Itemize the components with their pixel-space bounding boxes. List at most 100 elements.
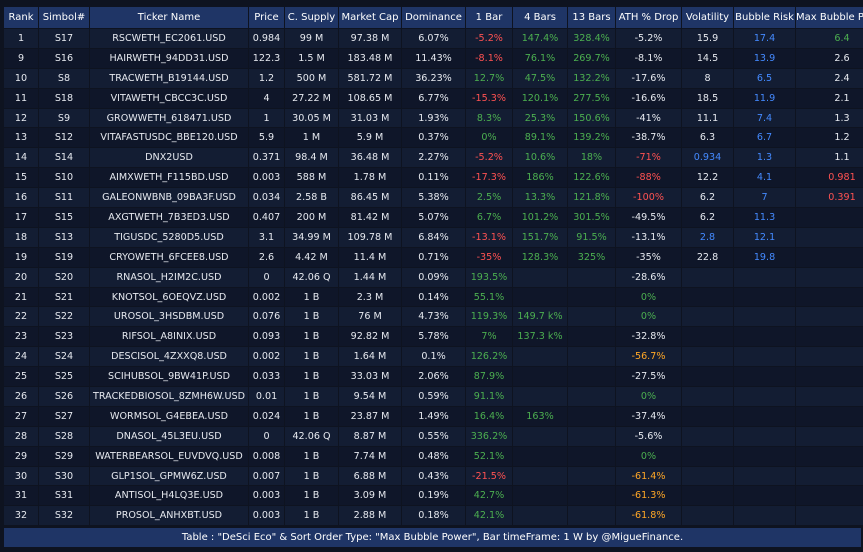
cell-volatility: 6.2 (682, 188, 733, 208)
table-row[interactable]: 11 S18 VITAWETH_CBCC3C.USD 4 27.22 M 108.65 M… (4, 88, 863, 108)
cell-supply: 30.05 M (285, 108, 338, 128)
cell-price: 0.984 (249, 29, 284, 48)
cell-symbol: S20 (39, 267, 89, 287)
cell-max-bubble-power: 2.1 (796, 88, 863, 108)
table-row[interactable]: 17 S15 AXGTWETH_7B3ED3.USD 0.407 200 M 81.42 … (4, 208, 863, 227)
cell-dominance: 0.14% (402, 287, 465, 307)
table-row[interactable]: 32 S32 PROSOL_ANHXBT.USD 0.003 1 B 2.88 M 0.18… (4, 506, 863, 526)
table-row[interactable]: 12 S9 GROWWETH_618471.USD 1 30.05 M 31.03 M 1.… (4, 108, 863, 128)
table-row[interactable]: 23 S23 RIFSOL_A8INIX.USD 0.093 1 B 92.82 M 5.7… (4, 327, 863, 347)
table-row[interactable]: 27 S27 WORMSOL_G4EBEA.USD 0.024 1 B 23.87 M 1.… (4, 406, 863, 426)
cell-price: 0.407 (249, 208, 284, 227)
cell-supply: 1 M (285, 128, 338, 148)
cell-bubble-risk (734, 446, 795, 466)
cell-max-bubble-power (796, 466, 863, 486)
col-header-dominance[interactable]: Dominance (402, 7, 465, 28)
col-header-bubble-risk[interactable]: Bubble Risk (734, 7, 795, 28)
cell-bubble-risk (734, 347, 795, 367)
cell-ath-drop: -100% (616, 188, 681, 208)
col-header-rank[interactable]: Rank (4, 7, 38, 28)
cell-volatility: 11.1 (682, 108, 733, 128)
cell-volatility: 6.2 (682, 208, 733, 227)
cell-price: 122.3 (249, 48, 284, 68)
col-header-supply[interactable]: C. Supply (285, 7, 338, 28)
col-header-4-bars[interactable]: 4 Bars (513, 7, 567, 28)
table-row[interactable]: 26 S26 TRACKEDBIOSOL_8ZMH6W.USD 0.01 1 B 9.54… (4, 387, 863, 406)
col-header-1-bar[interactable]: 1 Bar (466, 7, 512, 28)
cell-market-cap: 92.82 M (339, 327, 401, 347)
cell-market-cap: 1.78 M (339, 168, 401, 188)
table-row[interactable]: 22 S22 UROSOL_3HSDBM.USD 0.076 1 B 76 M 4.73% 1… (4, 307, 863, 327)
cell-dominance: 6.84% (402, 227, 465, 247)
cell-max-bubble-power: 0.391 (796, 188, 863, 208)
col-header-13-bars[interactable]: 13 Bars (568, 7, 615, 28)
table-row[interactable]: 21 S21 KNOTSOL_6OEQVZ.USD 0.002 1 B 2.3 M 0.14… (4, 287, 863, 307)
cell-supply: 42.06 Q (285, 426, 338, 446)
col-header-ticker-name[interactable]: Ticker Name (90, 7, 248, 28)
cell-ath-drop: -5.6% (616, 426, 681, 446)
table-row[interactable]: 25 S25 SCIHUBSOL_9BW41P.USD 0.033 1 B 33.03 M… (4, 367, 863, 387)
table-row[interactable]: 1 S17 RSCWETH_EC2061.USD 0.984 99 M 97.38 M 6.… (4, 29, 863, 48)
table-row[interactable]: 31 S31 ANTISOL_H4LQ3E.USD 0.003 1 B 3.09 M 0.1… (4, 486, 863, 506)
cell-dominance: 36.23% (402, 68, 465, 88)
cell-1-bar: -35% (466, 247, 512, 267)
cell-bubble-risk: 19.8 (734, 247, 795, 267)
table-row[interactable]: 18 S13 TIGUSDC_5280D5.USD 3.1 34.99 M 109.78 … (4, 227, 863, 247)
cell-rank: 1 (4, 29, 38, 48)
col-header-price[interactable]: Price (249, 7, 284, 28)
cell-rank: 26 (4, 387, 38, 406)
table-row[interactable]: 16 S11 GALEONWBNB_09BA3F.USD 0.034 2.58 B 86.… (4, 188, 863, 208)
table-row[interactable]: 30 S30 GLP1SOL_GPMW6Z.USD 0.007 1 B 6.88 M 0.4… (4, 466, 863, 486)
cell-supply: 99 M (285, 29, 338, 48)
cell-dominance: 0.1% (402, 347, 465, 367)
table-row[interactable]: 29 S29 WATERBEARSOL_EUVDVQ.USD 0.008 1 B 7.74… (4, 446, 863, 466)
cell-4-bars (513, 347, 567, 367)
cell-price: 0.008 (249, 446, 284, 466)
cell-ath-drop: -61.3% (616, 486, 681, 506)
cell-price: 4 (249, 88, 284, 108)
cell-volatility (682, 446, 733, 466)
cell-max-bubble-power (796, 406, 863, 426)
cell-supply: 500 M (285, 68, 338, 88)
cell-symbol: S13 (39, 227, 89, 247)
cell-rank: 20 (4, 267, 38, 287)
table-row[interactable]: 14 S14 DNX2USD 0.371 98.4 M 36.48 M 2.27% -5.2%… (4, 148, 863, 168)
cell-rank: 12 (4, 108, 38, 128)
cell-symbol: S10 (39, 168, 89, 188)
cell-max-bubble-power (796, 506, 863, 526)
cell-13-bars: 139.2% (568, 128, 615, 148)
cell-symbol: S22 (39, 307, 89, 327)
cell-supply: 42.06 Q (285, 267, 338, 287)
cell-ticker-name: DESCISOL_4ZXXQ8.USD (90, 347, 248, 367)
cell-market-cap: 8.87 M (339, 426, 401, 446)
col-header-symbol[interactable]: Simbol# (39, 7, 89, 28)
table-row[interactable]: 15 S10 AIMXWETH_F115BD.USD 0.003 588 M 1.78 M… (4, 168, 863, 188)
cell-dominance: 0.11% (402, 168, 465, 188)
table-footer-caption: Table : "DeSci Eco" & Sort Order Type: "… (4, 528, 861, 547)
col-header-max-bubble-power[interactable]: Max Bubble Power (796, 7, 863, 28)
cell-4-bars: 10.6% (513, 148, 567, 168)
cell-ath-drop: 0% (616, 446, 681, 466)
cell-supply: 1 B (285, 446, 338, 466)
cell-dominance: 11.43% (402, 48, 465, 68)
col-header-volatility[interactable]: Volatility (682, 7, 733, 28)
cell-ath-drop: -28.6% (616, 267, 681, 287)
table-row[interactable]: 24 S24 DESCISOL_4ZXXQ8.USD 0.002 1 B 1.64 M 0.… (4, 347, 863, 367)
table-row[interactable]: 9 S16 HAIRWETH_94DD31.USD 122.3 1.5 M 183.48 … (4, 48, 863, 68)
cell-ticker-name: WATERBEARSOL_EUVDVQ.USD (90, 446, 248, 466)
table-row[interactable]: 28 S28 DNASOL_45L3EU.USD 0 42.06 Q 8.87 M 0.55… (4, 426, 863, 446)
cell-bubble-risk (734, 267, 795, 287)
cell-4-bars: 163% (513, 406, 567, 426)
col-header-market-cap[interactable]: Market Cap (339, 7, 401, 28)
cell-symbol: S32 (39, 506, 89, 526)
cell-ticker-name: DNASOL_45L3EU.USD (90, 426, 248, 446)
cell-13-bars (568, 267, 615, 287)
cell-1-bar: 6.7% (466, 208, 512, 227)
col-header-ath-drop[interactable]: ATH % Drop (616, 7, 681, 28)
table-row[interactable]: 20 S20 RNASOL_H2IM2C.USD 0 42.06 Q 1.44 M 0.09… (4, 267, 863, 287)
cell-bubble-risk: 12.1 (734, 227, 795, 247)
cell-supply: 1 B (285, 406, 338, 426)
